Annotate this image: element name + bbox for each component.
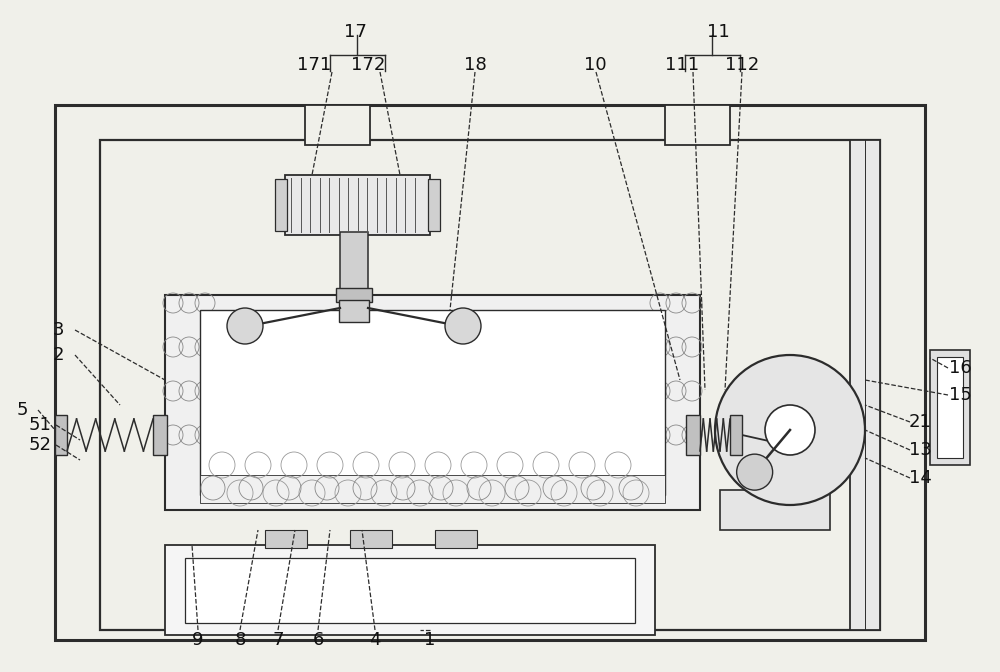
Text: 16: 16: [949, 359, 971, 377]
Circle shape: [737, 454, 773, 490]
Bar: [336, 288, 372, 302]
Text: 3: 3: [52, 321, 64, 339]
Bar: [165, 295, 700, 510]
Bar: [185, 558, 635, 623]
Bar: [435, 530, 477, 548]
Bar: [275, 179, 287, 231]
Bar: [55, 415, 67, 455]
Text: 112: 112: [725, 56, 759, 74]
Text: 10: 10: [584, 56, 606, 74]
Bar: [850, 140, 880, 630]
Bar: [339, 300, 369, 322]
Circle shape: [715, 355, 865, 505]
Text: 17: 17: [344, 23, 366, 41]
Text: 171: 171: [297, 56, 331, 74]
Text: 13: 13: [909, 441, 931, 459]
Bar: [730, 415, 742, 455]
Text: 15: 15: [949, 386, 971, 404]
Bar: [665, 105, 730, 145]
Text: 51: 51: [29, 416, 51, 434]
Bar: [937, 357, 963, 458]
Text: 111: 111: [665, 56, 699, 74]
Text: 21: 21: [909, 413, 931, 431]
Text: 2: 2: [52, 346, 64, 364]
Text: 6: 6: [312, 631, 324, 649]
Bar: [686, 415, 700, 455]
Circle shape: [445, 308, 481, 344]
Bar: [55, 105, 925, 640]
Bar: [165, 545, 655, 635]
Bar: [200, 310, 665, 495]
Circle shape: [227, 308, 263, 344]
Bar: [305, 105, 370, 145]
Text: 9: 9: [192, 631, 204, 649]
Circle shape: [765, 405, 815, 455]
Text: 172: 172: [351, 56, 385, 74]
Bar: [428, 179, 440, 231]
Text: 14: 14: [909, 469, 931, 487]
Text: 8: 8: [234, 631, 246, 649]
Bar: [200, 475, 665, 503]
Bar: [340, 232, 368, 300]
Text: 5: 5: [16, 401, 28, 419]
Bar: [100, 140, 880, 630]
Bar: [265, 530, 307, 548]
Bar: [720, 490, 830, 530]
Text: 52: 52: [28, 436, 52, 454]
Text: 18: 18: [464, 56, 486, 74]
Text: 11: 11: [707, 23, 729, 41]
Bar: [153, 415, 167, 455]
Text: 1: 1: [424, 631, 436, 649]
Text: 4: 4: [369, 631, 381, 649]
Text: 7: 7: [272, 631, 284, 649]
Bar: [930, 350, 970, 465]
Bar: [350, 530, 392, 548]
Bar: [285, 175, 430, 235]
